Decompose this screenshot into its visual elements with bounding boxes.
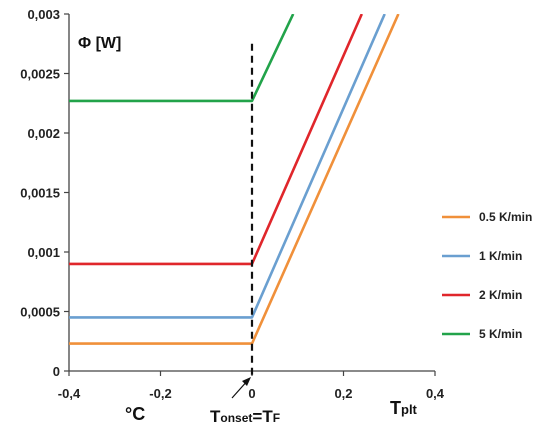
onset-annotation: Tonset=TF <box>210 407 280 426</box>
x-tick-label: 0,2 <box>334 386 352 401</box>
legend-label: 5 K/min <box>479 327 522 341</box>
x-tick-label: 0 <box>248 386 255 401</box>
arrow-head-icon <box>242 377 251 386</box>
series-line <box>69 14 400 345</box>
series-line <box>69 14 386 319</box>
x-axis-unit: °C <box>125 404 145 424</box>
x-tick-label: -0,2 <box>149 386 171 401</box>
x-tick-label: 0,4 <box>426 386 445 401</box>
series-layer <box>69 14 400 345</box>
y-tick-label: 0,001 <box>27 245 60 260</box>
y-tick-label: 0,0005 <box>20 305 60 320</box>
legend: 0.5 K/min 1 K/min 2 K/min 5 K/min <box>442 210 532 341</box>
overlay <box>231 43 254 399</box>
y-tick-label: 0,0025 <box>20 67 60 82</box>
series-line <box>69 14 295 103</box>
legend-label: 0.5 K/min <box>479 210 532 224</box>
x-axis-end-label: Tplt <box>390 398 418 418</box>
legend-label: 1 K/min <box>479 249 522 263</box>
y-axis-label: Φ [W] <box>78 35 121 52</box>
y-tick-label: 0,0015 <box>20 186 60 201</box>
y-tick-label: 0 <box>53 364 60 379</box>
legend-label: 2 K/min <box>479 288 522 302</box>
axes: 0 0,0005 0,001 0,0015 0,002 0,0025 0,003 -0,4 -0… <box>20 7 445 401</box>
y-tick-label: 0,002 <box>27 126 60 141</box>
x-tick-label: -0,4 <box>58 386 81 401</box>
y-tick-label: 0,003 <box>27 7 60 22</box>
